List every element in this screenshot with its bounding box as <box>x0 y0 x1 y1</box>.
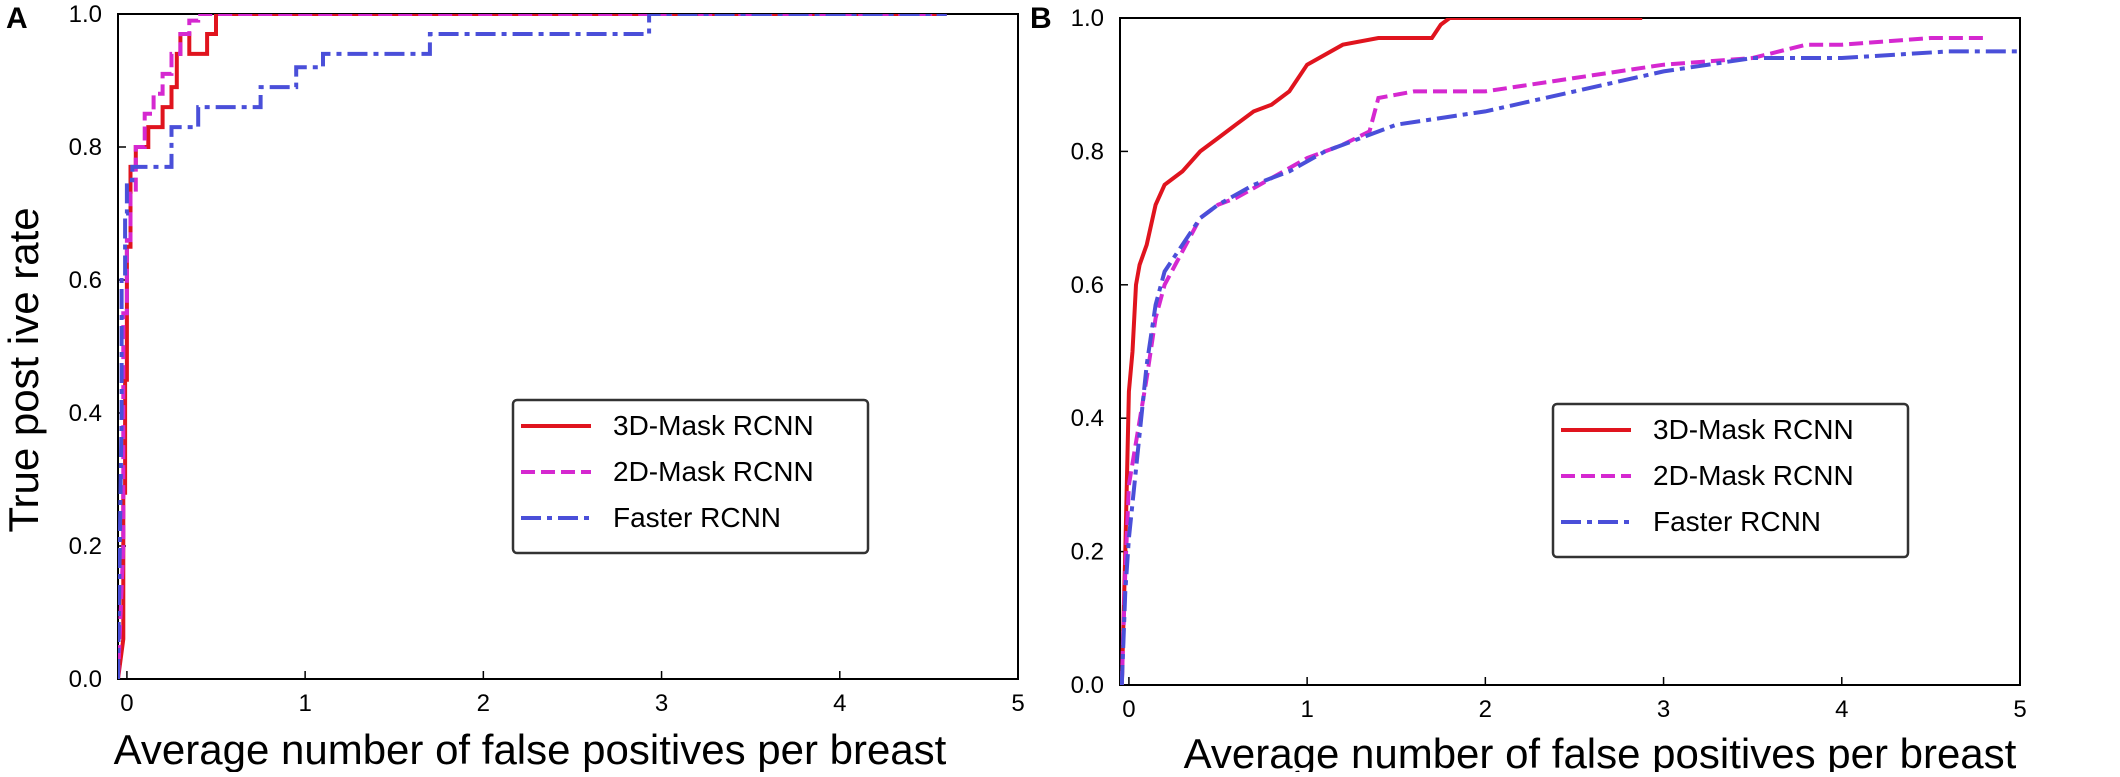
plot-frame-b <box>1119 17 2021 686</box>
x-tick-label: 1 <box>298 690 311 717</box>
y-tick-label: 1.0 <box>1071 5 1104 32</box>
y-tick-label: 0.0 <box>69 666 102 693</box>
x-ticks-a: 0 1 2 3 4 5 <box>120 671 1025 717</box>
x-tick-label: 5 <box>1011 690 1024 717</box>
y-tick-label: 0.0 <box>1071 672 1104 699</box>
y-tick-label: 0.6 <box>1071 272 1104 299</box>
legend-label: Faster RCNN <box>1653 506 1821 537</box>
y-tick-label: 0.2 <box>69 533 102 560</box>
y-tick-label: 0.2 <box>1071 539 1104 566</box>
x-tick-label: 4 <box>833 690 846 717</box>
series-b <box>1120 18 2020 685</box>
plot-frame-a <box>117 13 1019 680</box>
y-tick-label: 0.8 <box>1071 138 1104 165</box>
x-axis-label-a: Average number of false positives per br… <box>114 726 947 772</box>
y-tick-label: 0.8 <box>69 134 102 161</box>
y-axis-label-a: True post ive rate <box>0 207 47 532</box>
x-tick-label: 1 <box>1300 696 1313 723</box>
legend-label: Faster RCNN <box>613 502 781 533</box>
y-ticks-a: 0.0 0.2 0.4 0.6 0.8 1.0 <box>69 1 126 693</box>
y-tick-label: 0.4 <box>69 400 102 427</box>
x-tick-label: 3 <box>1657 696 1670 723</box>
legend-box <box>511 398 870 555</box>
legend-box <box>1551 402 1910 559</box>
x-tick-label: 2 <box>477 690 490 717</box>
series-line-3d-mask-rcnn <box>1120 18 1643 685</box>
series-line-2d-mask-rcnn <box>118 14 947 679</box>
x-tick-label: 4 <box>1835 696 1848 723</box>
x-tick-label: 0 <box>1122 696 1135 723</box>
x-ticks-b: 0 1 2 3 4 5 <box>1122 677 2027 723</box>
series-a <box>118 14 947 679</box>
legend-label: 3D-Mask RCNN <box>1653 414 1854 445</box>
legend-label: 3D-Mask RCNN <box>613 410 814 441</box>
panel-a: A True post ive rate Average number of f… <box>0 1 1025 773</box>
legend-b: 3D-Mask RCNN 2D-Mask RCNN Faster RCNN <box>1551 402 1910 559</box>
legend-a: 3D-Mask RCNN 2D-Mask RCNN Faster RCNN <box>511 398 870 555</box>
series-line-3d-mask-rcnn <box>118 14 947 679</box>
x-tick-label: 0 <box>120 690 133 717</box>
legend-label: 2D-Mask RCNN <box>613 456 814 487</box>
y-tick-label: 0.4 <box>1071 405 1104 432</box>
y-tick-label: 1.0 <box>69 1 102 28</box>
x-tick-label: 2 <box>1479 696 1492 723</box>
panel-label-b: B <box>1030 2 1052 35</box>
x-tick-label: 5 <box>2013 696 2026 723</box>
series-line-faster-rcnn <box>1120 49 2020 685</box>
x-tick-label: 3 <box>655 690 668 717</box>
panel-b: B Average number of false positives per … <box>1030 2 2027 777</box>
y-tick-label: 0.6 <box>69 267 102 294</box>
x-axis-label-b: Average number of false positives per br… <box>1184 730 2017 772</box>
y-ticks-b: 0.0 0.2 0.4 0.6 0.8 1.0 <box>1071 5 1128 699</box>
legend-label: 2D-Mask RCNN <box>1653 460 1854 491</box>
series-line-faster-rcnn <box>118 14 947 679</box>
series-line-2d-mask-rcnn <box>1120 36 1985 685</box>
panel-label-a: A <box>6 2 28 35</box>
